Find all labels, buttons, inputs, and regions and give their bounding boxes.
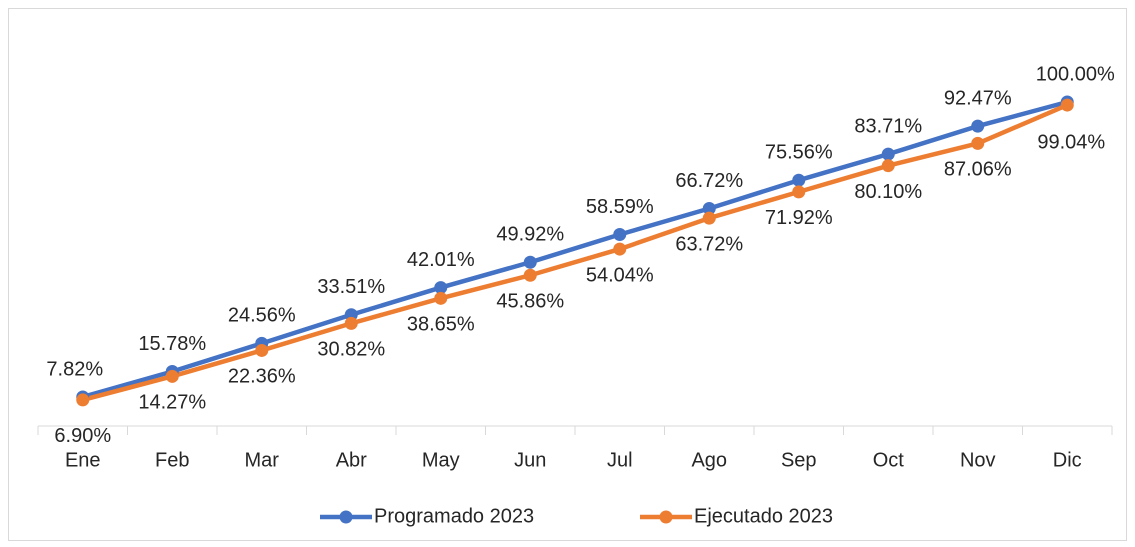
data-label: 100.00% [1036, 63, 1115, 85]
series-marker [881, 147, 895, 161]
data-label: 99.04% [1037, 131, 1105, 153]
data-label: 45.86% [496, 291, 564, 313]
series-marker [613, 228, 627, 242]
series-marker [613, 242, 627, 256]
data-label: 15.78% [138, 333, 206, 355]
data-label: 24.56% [228, 305, 296, 327]
series-marker [792, 173, 806, 187]
series-marker [523, 255, 537, 269]
x-tick-label: Sep [781, 449, 817, 471]
x-tick-label: Feb [155, 449, 189, 471]
legend-marker [339, 510, 353, 524]
series-marker [702, 201, 716, 215]
x-tick-label: Nov [960, 449, 996, 471]
series-marker [971, 119, 985, 133]
series-marker [1060, 98, 1074, 112]
data-label: 30.82% [317, 339, 385, 361]
series-marker [344, 316, 358, 330]
data-label: 33.51% [317, 276, 385, 298]
series-line [82, 99, 1068, 400]
data-label: 80.10% [854, 181, 922, 203]
data-label: 71.92% [765, 207, 833, 229]
series-marker [255, 343, 269, 357]
data-label: 92.47% [944, 87, 1012, 109]
data-label: 54.04% [586, 264, 654, 286]
series-marker [434, 291, 448, 305]
data-label: 38.65% [407, 314, 475, 336]
data-label: 42.01% [407, 249, 475, 271]
data-label: 58.59% [586, 196, 654, 218]
x-tick-label: Jul [607, 449, 633, 471]
data-label: 66.72% [675, 170, 743, 192]
data-label: 7.82% [46, 358, 103, 380]
x-tick-label: Dic [1053, 449, 1082, 471]
x-tick-label: Abr [336, 449, 367, 471]
series-marker [702, 211, 716, 225]
legend-label: Ejecutado 2023 [694, 505, 833, 527]
legend-label: Programado 2023 [374, 505, 534, 527]
series-marker [881, 159, 895, 173]
series-marker [523, 268, 537, 282]
data-label: 87.06% [944, 159, 1012, 181]
x-tick-label: Oct [873, 449, 905, 471]
data-label: 83.71% [854, 115, 922, 137]
data-label: 49.92% [496, 224, 564, 246]
series-marker [76, 393, 90, 407]
legend-marker [659, 510, 673, 524]
data-label: 63.72% [675, 233, 743, 255]
series-marker [434, 281, 448, 295]
chart-border [8, 8, 1127, 541]
x-tick-label: Ene [65, 449, 101, 471]
series-marker [971, 136, 985, 150]
series-line [82, 103, 1069, 403]
x-tick-label: Mar [245, 449, 280, 471]
data-label: 6.90% [54, 425, 111, 447]
data-label: 22.36% [228, 366, 296, 388]
x-tick-label: Jun [514, 449, 546, 471]
x-tick-label: May [422, 449, 460, 471]
series-marker [792, 185, 806, 199]
data-label: 14.27% [138, 392, 206, 414]
series-marker [165, 369, 179, 383]
data-label: 75.56% [765, 141, 833, 163]
x-tick-label: Ago [691, 449, 727, 471]
